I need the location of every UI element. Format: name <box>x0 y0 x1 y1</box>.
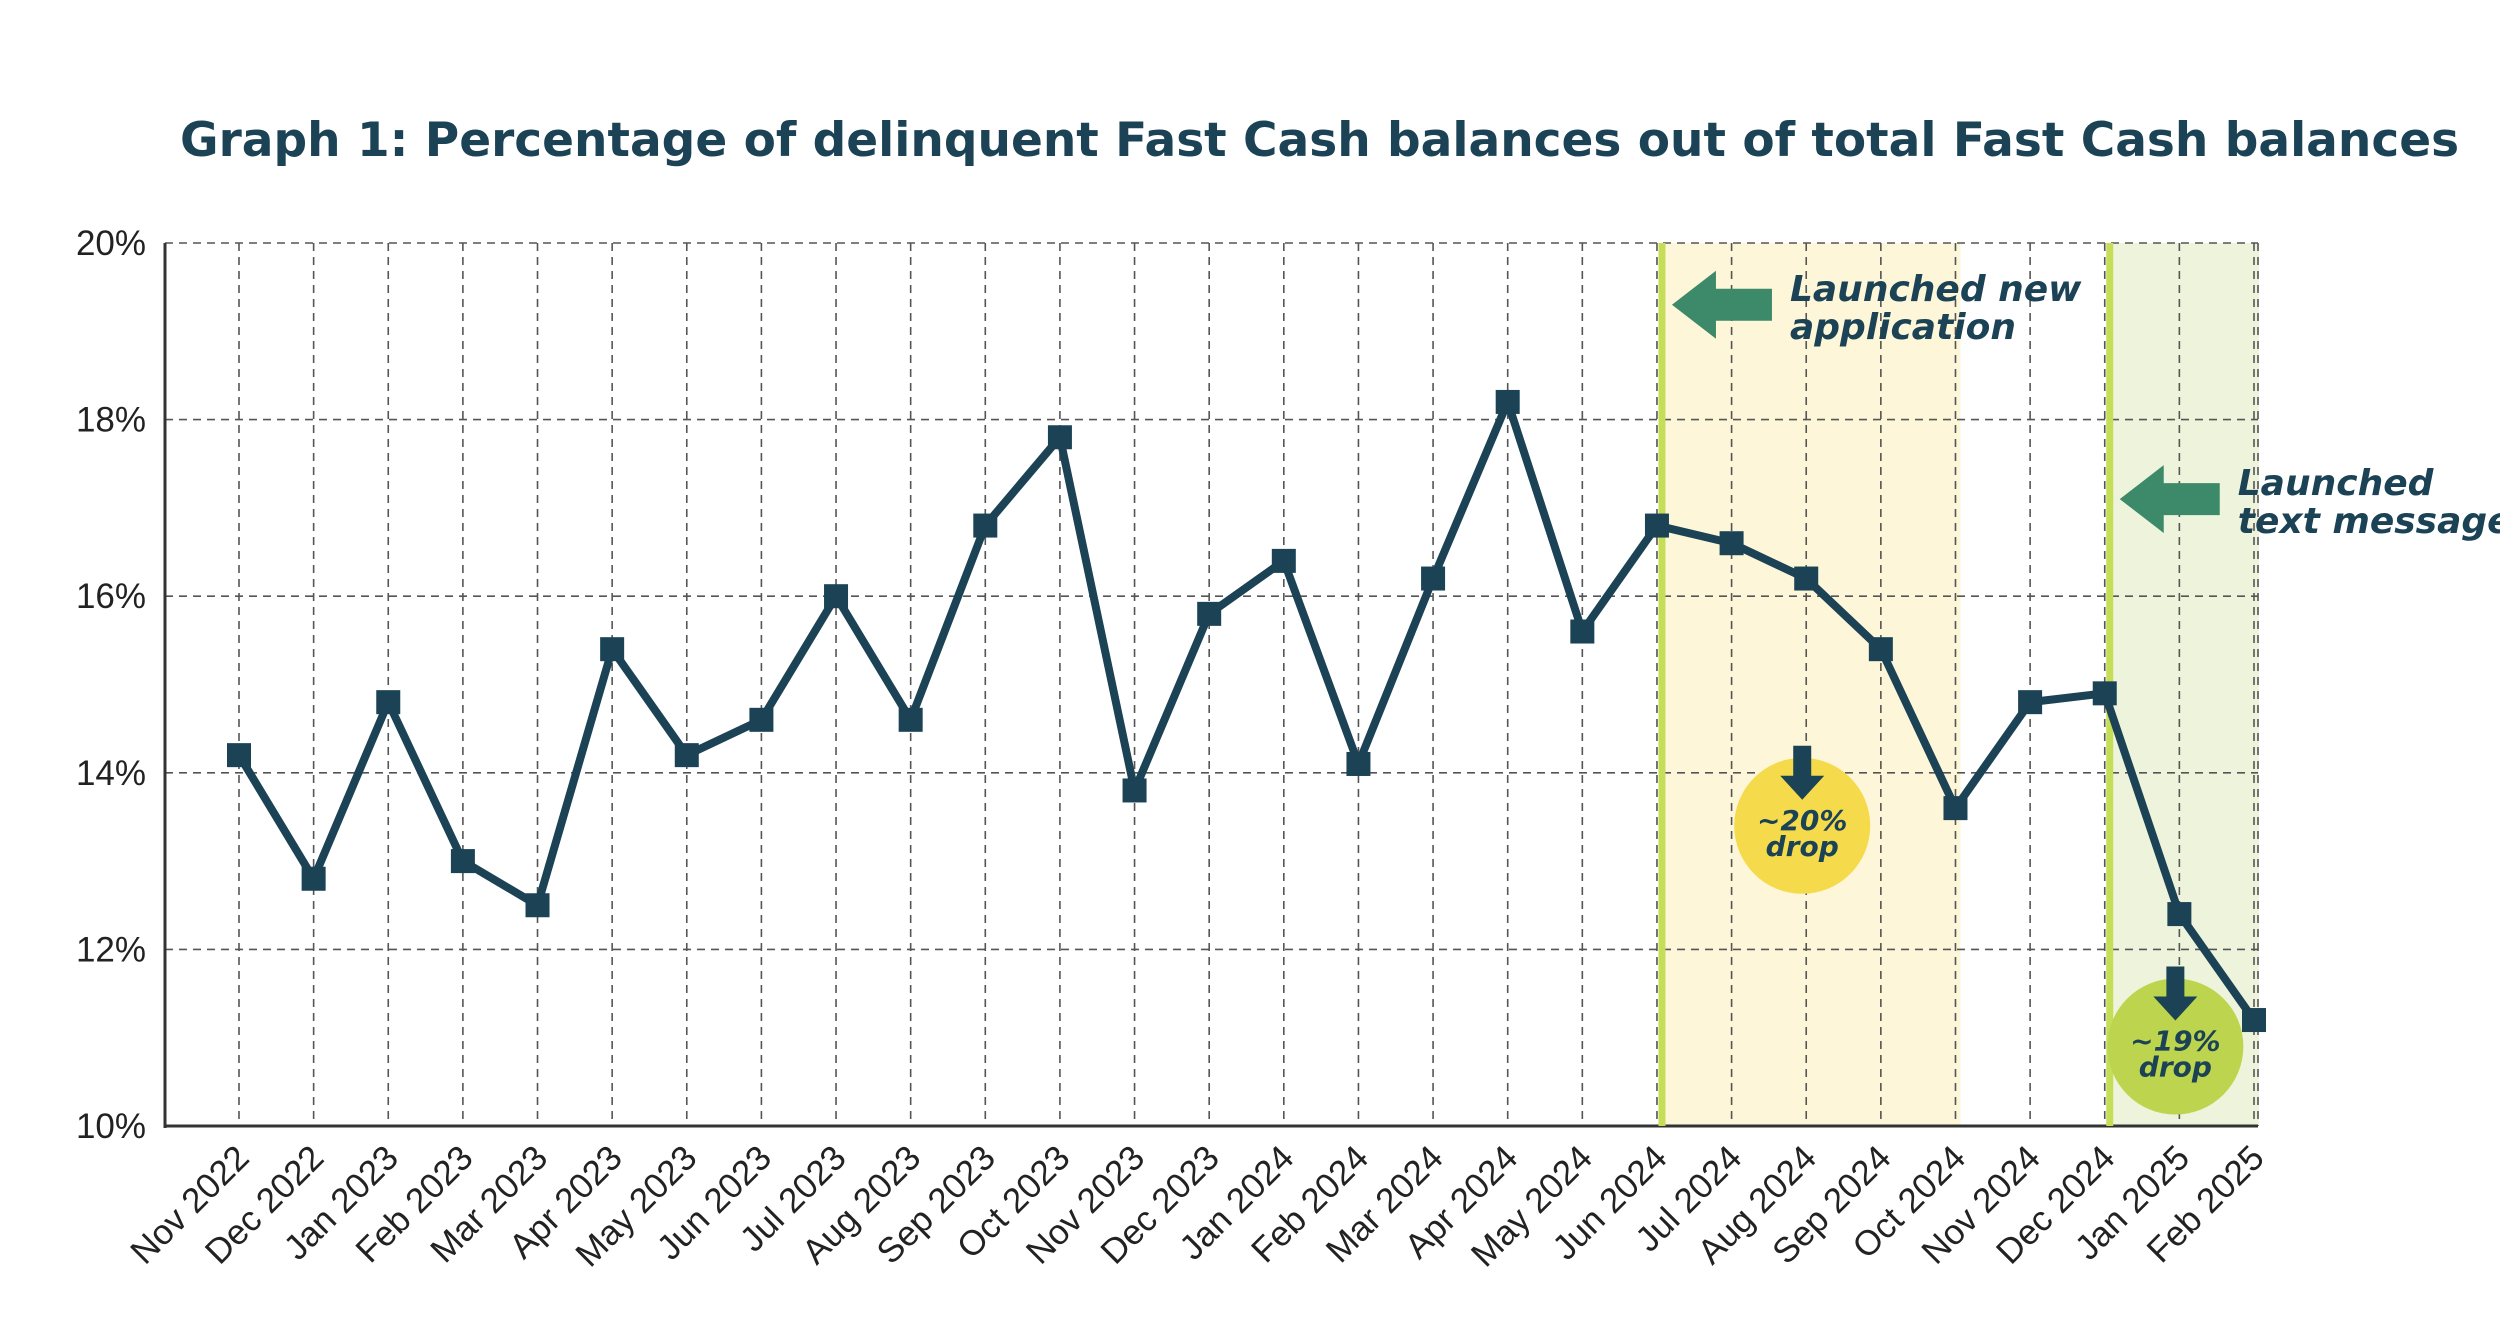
left-arrow-icon <box>1671 270 1772 339</box>
data-point-marker <box>674 743 699 768</box>
data-point-marker <box>1868 637 1893 662</box>
annotation-text: application <box>1790 307 2016 348</box>
data-point-marker <box>1346 751 1371 776</box>
data-point-marker <box>973 513 998 538</box>
series-line <box>235 397 2258 1023</box>
series <box>227 389 2266 1033</box>
data-point-marker <box>227 743 251 768</box>
gridlines <box>165 242 2259 1127</box>
data-point-marker <box>1495 389 1520 414</box>
data-point-marker <box>749 707 774 732</box>
shaded-regions <box>1661 243 2259 1126</box>
data-point-marker <box>2242 1008 2266 1033</box>
chart-title: Graph 1: Percentage of delinquent Fast C… <box>180 113 2459 168</box>
y-tick-label-10: 10% <box>76 1107 146 1146</box>
data-point-marker <box>600 637 625 662</box>
y-tick-label-16: 16% <box>76 577 146 616</box>
badge-circle <box>1734 757 1871 894</box>
data-point-marker <box>1421 566 1446 591</box>
annotation-text: Launched <box>2238 463 2435 504</box>
y-tick-label-18: 18% <box>76 401 146 440</box>
annotation-text: text messages <box>2238 501 2500 542</box>
y-tick-label-14: 14% <box>76 754 146 793</box>
badge-drop-19: ~19%drop <box>2107 966 2244 1115</box>
data-point-marker <box>1794 566 1819 591</box>
down-arrow-icon <box>1780 745 1825 800</box>
data-point-marker <box>525 893 550 918</box>
badge-text: drop <box>2139 1051 2212 1084</box>
data-point-marker <box>1570 619 1595 644</box>
shaded-region-application-period <box>1661 243 1961 1126</box>
data-point-marker <box>2092 681 2117 706</box>
data-point-marker <box>1719 531 1744 556</box>
data-point-marker <box>2018 690 2043 715</box>
data-point-marker <box>1197 601 1222 626</box>
data-point-marker <box>450 849 475 874</box>
data-point-marker <box>1047 425 1072 450</box>
data-point-marker <box>376 690 401 715</box>
data-point-marker <box>301 866 326 891</box>
data-point-marker <box>898 707 923 732</box>
badge-text: ~20% <box>1757 804 1847 837</box>
badge-text: drop <box>1766 830 1839 863</box>
left-arrow-icon <box>2119 465 2220 534</box>
badge-drop-20: ~20%drop <box>1734 745 1871 894</box>
badge-circle <box>2107 978 2244 1115</box>
data-point-marker <box>1271 548 1296 573</box>
data-point-marker <box>1644 513 1669 538</box>
data-point-marker <box>1122 778 1147 803</box>
badge-text: ~19% <box>2130 1025 2220 1058</box>
y-tick-label-12: 12% <box>76 930 146 969</box>
data-point-marker <box>2167 902 2192 927</box>
down-arrow-icon <box>2153 966 2198 1021</box>
data-point-marker <box>824 584 849 609</box>
data-point-marker <box>1943 796 1968 821</box>
y-tick-label-20: 20% <box>76 224 146 263</box>
annotation-text: Launched new <box>1790 269 2082 310</box>
